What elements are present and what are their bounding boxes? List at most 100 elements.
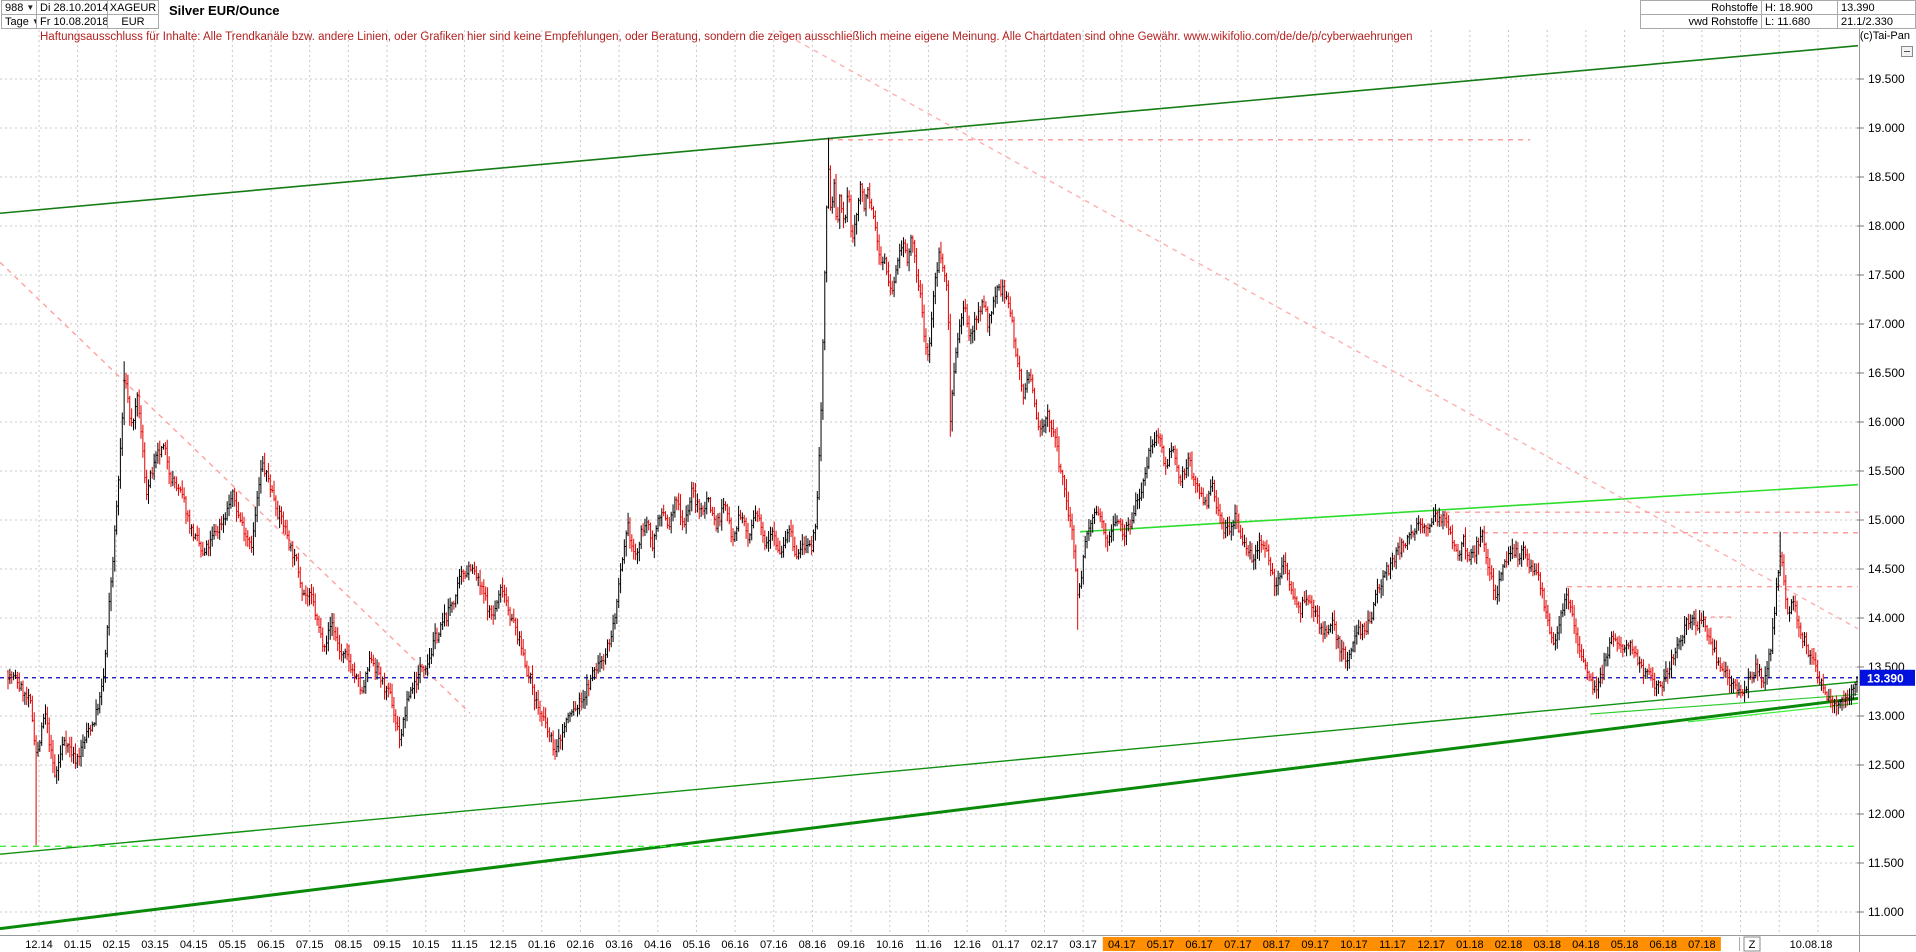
symbol-cell: XAGEUR	[107, 0, 159, 15]
x-axis-label: 03.15	[141, 939, 169, 951]
x-axis-label: 09.16	[837, 939, 865, 951]
x-axis-label: 12.15	[489, 939, 517, 951]
x-axis-label: 06.15	[257, 939, 285, 951]
trendline-downtrend-pink-left	[0, 261, 471, 714]
x-axis-label: 06.17	[1185, 939, 1213, 951]
x-axis-label: 07.15	[296, 939, 324, 951]
x-axis-label: 09.17	[1301, 939, 1329, 951]
bars-count-value: 988	[5, 1, 24, 14]
trendline-fan-green-1	[1589, 693, 1858, 715]
x-axis-label: 05.17	[1147, 939, 1175, 951]
currency-value: EUR	[121, 15, 145, 28]
x-axis-label: 12.14	[25, 939, 53, 951]
chevron-down-icon: ▼	[26, 3, 35, 12]
price-label: 11.500	[1868, 856, 1904, 870]
x-axis-label: 11.16	[915, 939, 942, 951]
price-label: 19.500	[1868, 72, 1905, 86]
x-axis-label: 02.15	[103, 939, 131, 951]
candles-down-red	[7, 165, 1849, 846]
price-label: 14.000	[1868, 611, 1905, 625]
price-label: 16.000	[1868, 415, 1905, 429]
date-from-field[interactable]: Di 28.10.2014	[36, 0, 109, 15]
trendline-lower-support-thick-green	[0, 696, 1858, 931]
x-axis-label: 01.17	[992, 939, 1020, 951]
x-axis-label: 04.16	[644, 939, 672, 951]
x-axis-label: 08.15	[335, 939, 363, 951]
period-value: Tage	[5, 15, 29, 28]
symbol-value: XAGEUR	[109, 1, 157, 14]
x-axis-label: 03.16	[605, 939, 633, 951]
category-value: Rohstoffe	[1711, 1, 1758, 14]
x-axis-label: 10.17	[1340, 939, 1368, 951]
axis-end-date: 10.08.18	[1790, 939, 1833, 951]
price-axis-strip	[1860, 28, 1916, 952]
x-axis-label: 10.16	[876, 939, 904, 951]
price-label: 16.500	[1868, 366, 1905, 380]
bars-count-dropdown[interactable]: 988 ▼	[1, 0, 37, 15]
misc-cell: 21.1/2.330	[1837, 14, 1916, 29]
x-axis-label: 04.15	[180, 939, 208, 951]
orange-highlight-band	[1102, 937, 1721, 951]
last-price-cell: 13.390	[1837, 0, 1916, 15]
x-axis-label: 02.17	[1031, 939, 1059, 951]
trendline-downtrend-pink-long	[774, 29, 1858, 630]
price-label: 12.500	[1868, 758, 1905, 772]
currency-cell: EUR	[107, 14, 159, 29]
price-label: 15.500	[1868, 464, 1905, 478]
trendline-mid-resistance-bright-green	[1079, 483, 1858, 533]
price-label: 19.000	[1868, 121, 1905, 135]
candles-up-black	[8, 137, 1858, 784]
x-axis-label: 02.16	[567, 939, 595, 951]
x-axis-label: 05.15	[219, 939, 247, 951]
x-axis-label: 07.17	[1224, 939, 1252, 951]
price-label: 13.000	[1868, 709, 1905, 723]
low-cell: L: 11.680	[1761, 14, 1838, 29]
x-axis-label: 03.17	[1069, 939, 1097, 951]
x-axis-label: 01.15	[64, 939, 92, 951]
x-axis-label: 12.17	[1417, 939, 1445, 951]
high-value: H: 18.900	[1765, 1, 1813, 14]
price-label: 14.500	[1868, 562, 1905, 576]
z-button-label: Z	[1749, 939, 1756, 951]
price-label: 18.500	[1868, 170, 1905, 184]
x-axis-label: 01.18	[1456, 939, 1484, 951]
x-axis-label: 12.16	[953, 939, 981, 951]
trendline-fan-green-2	[1687, 702, 1858, 723]
date-to-field[interactable]: Fr 10.08.2018	[36, 14, 109, 29]
x-axis-label: 08.16	[799, 939, 827, 951]
x-axis-label: 06.18	[1649, 939, 1677, 951]
x-axis-label: 01.16	[528, 939, 556, 951]
price-label: 17.500	[1868, 268, 1905, 282]
x-axis-label: 06.16	[721, 939, 749, 951]
date-from-value: Di 28.10.2014	[40, 1, 109, 14]
minimize-icon[interactable]	[1901, 46, 1913, 57]
x-axis-label: 05.18	[1611, 939, 1639, 951]
x-axis-label: 08.17	[1263, 939, 1291, 951]
trendline-upper-channel-green	[0, 44, 1858, 215]
date-to-value: Fr 10.08.2018	[40, 15, 109, 28]
period-dropdown[interactable]: Tage ▼	[1, 14, 40, 29]
x-axis-label: 03.18	[1533, 939, 1561, 951]
trendlines	[0, 29, 1858, 931]
candlesticks	[7, 137, 1858, 846]
price-label: 11.000	[1868, 905, 1904, 919]
x-axis-label: 02.18	[1495, 939, 1523, 951]
x-axis-label: 04.17	[1108, 939, 1136, 951]
x-axis-label: 05.16	[683, 939, 711, 951]
last-price-value: 13.390	[1841, 1, 1875, 14]
feed-cell: vwd Rohstoffe	[1640, 14, 1762, 29]
page-title: Silver EUR/Ounce	[165, 3, 284, 18]
chevron-down-icon: ▼	[32, 17, 40, 26]
x-axis-labels: 12.14 01.15 02.15 03.15 04.15 05.15 06.15 07.15…	[25, 939, 1715, 951]
x-axis-label: 09.15	[373, 939, 401, 951]
gridlines	[0, 30, 1858, 935]
copyright-label: (c)Tai-Pan	[1859, 30, 1910, 42]
current-price-badge-label: 13.390	[1867, 671, 1904, 685]
z-button[interactable]	[1743, 936, 1761, 952]
price-label: 12.000	[1868, 807, 1905, 821]
misc-value: 21.1/2.330	[1841, 15, 1893, 28]
trendline-lower-support-thin-green	[0, 681, 1858, 855]
price-label: 17.000	[1868, 317, 1905, 331]
high-cell: H: 18.900	[1761, 0, 1838, 15]
